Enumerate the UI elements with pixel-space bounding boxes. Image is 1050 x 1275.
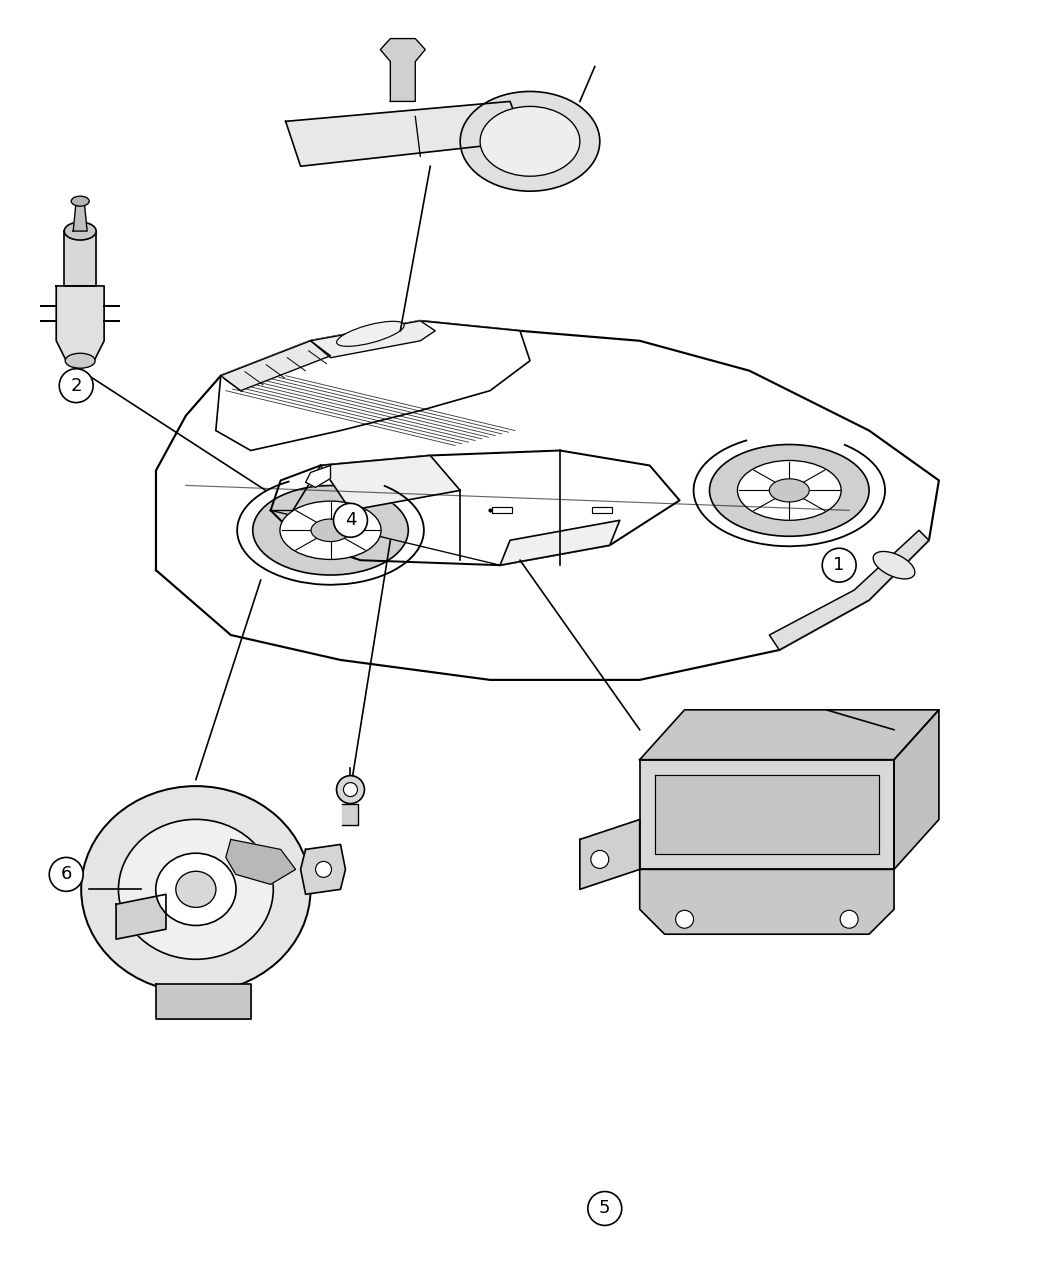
Ellipse shape (64, 222, 97, 240)
Polygon shape (216, 321, 530, 450)
Circle shape (675, 910, 694, 928)
Ellipse shape (253, 486, 408, 575)
Polygon shape (74, 201, 87, 231)
Polygon shape (580, 820, 639, 890)
Ellipse shape (874, 552, 915, 579)
Circle shape (591, 850, 609, 868)
Polygon shape (64, 231, 97, 286)
Text: 1: 1 (834, 556, 845, 574)
Ellipse shape (460, 92, 600, 191)
Polygon shape (286, 102, 525, 166)
Ellipse shape (770, 479, 810, 502)
Ellipse shape (155, 853, 236, 926)
Ellipse shape (336, 775, 364, 803)
Polygon shape (117, 894, 166, 940)
Ellipse shape (81, 787, 311, 992)
Polygon shape (639, 710, 939, 760)
Polygon shape (156, 984, 251, 1019)
Bar (492, 507, 512, 514)
Polygon shape (639, 760, 894, 870)
Ellipse shape (337, 321, 404, 347)
Ellipse shape (71, 196, 89, 207)
Polygon shape (156, 321, 939, 680)
Polygon shape (57, 286, 104, 361)
Polygon shape (770, 530, 929, 650)
Ellipse shape (119, 820, 273, 959)
Circle shape (588, 1192, 622, 1225)
Ellipse shape (280, 501, 381, 560)
Circle shape (334, 504, 367, 537)
Text: 2: 2 (70, 376, 82, 395)
Ellipse shape (480, 106, 580, 176)
Polygon shape (380, 38, 425, 102)
Polygon shape (220, 340, 331, 390)
Polygon shape (500, 520, 620, 565)
Ellipse shape (175, 871, 216, 908)
Circle shape (49, 857, 83, 891)
Polygon shape (271, 450, 679, 565)
Text: 5: 5 (600, 1200, 610, 1218)
Ellipse shape (737, 460, 841, 520)
Polygon shape (226, 839, 296, 885)
Text: 6: 6 (61, 866, 71, 884)
Bar (592, 507, 612, 514)
Circle shape (840, 910, 858, 928)
Polygon shape (320, 455, 460, 510)
Circle shape (59, 368, 93, 403)
Circle shape (316, 862, 332, 877)
Polygon shape (311, 321, 436, 358)
Ellipse shape (710, 445, 869, 537)
Polygon shape (894, 710, 939, 870)
Polygon shape (639, 870, 894, 935)
Polygon shape (654, 775, 879, 854)
Ellipse shape (65, 353, 96, 368)
Ellipse shape (343, 783, 357, 797)
Ellipse shape (311, 519, 350, 542)
Polygon shape (300, 844, 345, 894)
Polygon shape (306, 465, 331, 487)
Polygon shape (342, 803, 358, 825)
Text: 4: 4 (344, 511, 356, 529)
Circle shape (822, 548, 856, 583)
